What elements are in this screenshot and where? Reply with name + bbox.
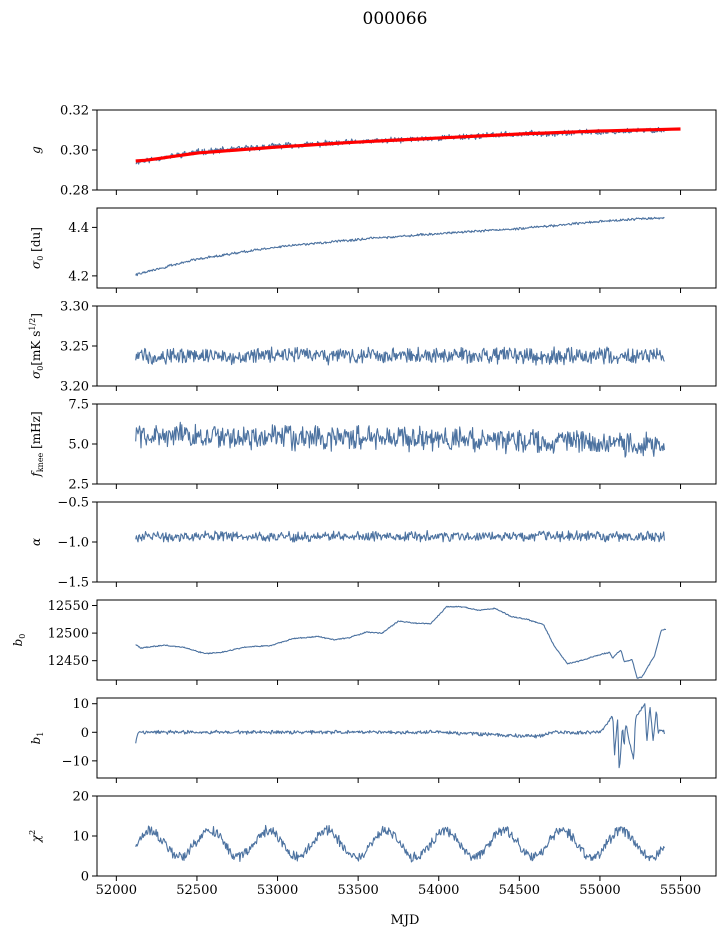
y-tick-label: 4.4 — [68, 221, 89, 236]
x-tick-label: 55500 — [660, 883, 701, 898]
axes-frame — [96, 795, 717, 877]
y-tick-label: 7.5 — [68, 398, 89, 413]
panel-3: 3.20 3.25 3.30 σ0[mK s1/2] — [28, 300, 717, 395]
series-line-b0 — [135, 605, 667, 679]
y-tick-label: −0.5 — [57, 496, 89, 511]
y-tick-label: 5.0 — [68, 438, 89, 453]
panel-4: 2.5 5.0 7.5 fknee [mHz] — [29, 398, 717, 493]
panel-8: 0 10 20 52000 52500 53000 53500 54000 54500 55000… — [28, 790, 717, 898]
figure-title: 000066 — [363, 9, 428, 29]
y-tick-label: −10 — [62, 754, 89, 769]
series-line-alpha — [135, 530, 665, 543]
y-tick-label: 3.25 — [60, 340, 89, 355]
y-axis-label: σ0[mK s1/2] — [28, 313, 45, 379]
y-tick-label: 4.2 — [68, 269, 89, 284]
y-tick-label: 20 — [72, 790, 89, 805]
series-line-fknee — [135, 421, 665, 458]
x-tick-label: 54500 — [499, 883, 540, 898]
y-tick-label: 10 — [72, 830, 89, 845]
y-axis-label: fknee [mHz] — [29, 411, 45, 477]
x-tick-label: 53000 — [257, 883, 298, 898]
y-tick-label: 0 — [81, 870, 89, 885]
panel-2: 4.2 4.4 σ0 [du] — [29, 207, 717, 293]
axes-frame — [96, 501, 717, 583]
y-tick-label: 3.20 — [60, 380, 89, 395]
panel-7: −10 0 10 b1 — [29, 697, 717, 783]
x-tick-label: 53500 — [337, 883, 378, 898]
y-tick-label: 3.30 — [60, 300, 89, 315]
y-tick-label: 0.30 — [60, 144, 89, 159]
y-tick-label: 10 — [72, 697, 89, 712]
x-tick-label: 52500 — [176, 883, 217, 898]
x-axis-label: MJD — [391, 913, 420, 928]
y-axis-label: b0 — [11, 634, 27, 647]
y-tick-label: 12500 — [48, 627, 89, 642]
x-tick-label: 52000 — [96, 883, 137, 898]
y-tick-label: 12450 — [48, 654, 89, 669]
y-tick-label: 12550 — [48, 599, 89, 614]
axes-frame — [96, 697, 717, 779]
series-line-sigma0_mK — [135, 346, 665, 366]
y-axis-label: χ2 — [28, 830, 43, 843]
panel-1: 0.28 0.30 0.32 g — [29, 104, 717, 199]
series-line-sigma0_du — [135, 216, 665, 277]
y-tick-label: 2.5 — [68, 478, 89, 493]
series-line-b1 — [135, 703, 665, 769]
y-axis-label: α — [29, 538, 43, 546]
y-tick-label: −1.5 — [57, 576, 89, 591]
x-tick-label: 54000 — [418, 883, 459, 898]
y-tick-label: −1.0 — [57, 536, 89, 551]
y-tick-label: 0.28 — [60, 184, 89, 199]
axes-frame — [96, 599, 717, 681]
y-tick-label: 0 — [81, 726, 89, 741]
panel-6: 12450 12500 12550 b0 — [11, 599, 717, 685]
axes-frame — [96, 207, 717, 289]
y-axis-label: b1 — [29, 732, 45, 745]
axes-frame — [96, 305, 717, 387]
x-tick-label: 55000 — [579, 883, 620, 898]
series-line-chi2 — [135, 824, 665, 863]
panels: 0.28 0.30 0.32 g 4.2 4.4 σ0 [du] 3.20 3.25 3.30 σ0… — [11, 104, 717, 898]
series-line-g-fit — [135, 127, 681, 163]
y-tick-label: 0.32 — [60, 104, 89, 119]
axes-frame — [96, 109, 717, 191]
y-axis-label: σ0 [du] — [29, 227, 45, 269]
panel-5: −1.5 −1.0 −0.5 α — [29, 496, 717, 591]
y-axis-label: g — [29, 146, 43, 154]
